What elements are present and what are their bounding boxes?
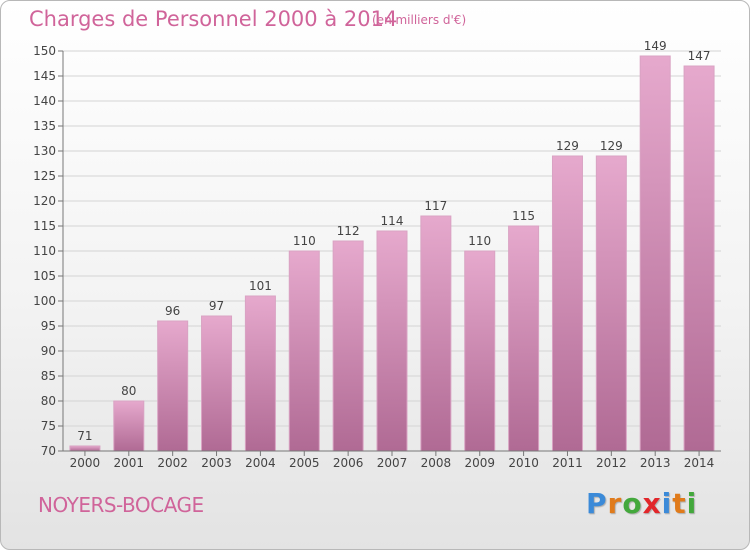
value-label-2002: 96 bbox=[165, 304, 180, 318]
y-tick-label: 115 bbox=[33, 219, 56, 233]
y-tick-label: 150 bbox=[33, 44, 56, 58]
y-tick-label: 80 bbox=[41, 394, 56, 408]
value-label-2011: 129 bbox=[556, 139, 579, 153]
y-tick-label: 140 bbox=[33, 94, 56, 108]
x-tick-label-2014: 2014 bbox=[684, 456, 715, 470]
x-tick-label-2010: 2010 bbox=[508, 456, 539, 470]
x-tick-label-2009: 2009 bbox=[464, 456, 495, 470]
bar-2013 bbox=[639, 55, 671, 452]
value-label-2001: 80 bbox=[121, 384, 136, 398]
bar-2003 bbox=[201, 315, 233, 452]
x-tick-label-2000: 2000 bbox=[70, 456, 101, 470]
value-label-2013: 149 bbox=[644, 39, 667, 53]
proxiti-logo[interactable]: Proxiti bbox=[586, 487, 697, 520]
y-tick-label: 125 bbox=[33, 169, 56, 183]
value-label-2008: 117 bbox=[424, 199, 447, 213]
y-tick-label: 90 bbox=[41, 344, 56, 358]
bar-2004 bbox=[244, 295, 276, 452]
value-label-2012: 129 bbox=[600, 139, 623, 153]
city-name: NOYERS-BOCAGE bbox=[38, 493, 204, 517]
x-tick-label-2002: 2002 bbox=[157, 456, 188, 470]
value-label-2009: 110 bbox=[468, 234, 491, 248]
y-tick-label: 110 bbox=[33, 244, 56, 258]
logo-letter: P bbox=[586, 487, 608, 520]
value-label-2014: 147 bbox=[688, 49, 711, 63]
y-tick-label: 130 bbox=[33, 144, 56, 158]
bar-2007 bbox=[376, 230, 408, 452]
bar-2009 bbox=[464, 250, 496, 452]
logo-letter: t bbox=[672, 487, 687, 520]
bar-2008 bbox=[420, 215, 452, 452]
logo-letter: i bbox=[686, 487, 698, 520]
value-label-2005: 110 bbox=[293, 234, 316, 248]
x-tick-label-2005: 2005 bbox=[289, 456, 320, 470]
x-tick-label-2003: 2003 bbox=[201, 456, 232, 470]
y-tick-label: 100 bbox=[33, 294, 56, 308]
logo-letter: o bbox=[622, 487, 643, 520]
x-tick-label-2008: 2008 bbox=[421, 456, 452, 470]
x-tick-label-2007: 2007 bbox=[377, 456, 408, 470]
logo-letter: x bbox=[642, 487, 662, 520]
bar-2002 bbox=[157, 320, 189, 452]
value-label-2010: 115 bbox=[512, 209, 535, 223]
x-tick-label-2013: 2013 bbox=[640, 456, 671, 470]
bar-2006 bbox=[332, 240, 364, 452]
y-tick-label: 70 bbox=[41, 444, 56, 458]
bar-2010 bbox=[508, 225, 540, 452]
bar-2000 bbox=[69, 445, 101, 452]
x-tick-label-2012: 2012 bbox=[596, 456, 627, 470]
y-tick-label: 135 bbox=[33, 119, 56, 133]
y-tick-label: 75 bbox=[41, 419, 56, 433]
bar-2012 bbox=[595, 155, 627, 452]
x-tick-label-2004: 2004 bbox=[245, 456, 276, 470]
x-tick-label-2006: 2006 bbox=[333, 456, 364, 470]
y-tick-label: 95 bbox=[41, 319, 56, 333]
logo-letter: i bbox=[661, 487, 673, 520]
y-tick-label: 145 bbox=[33, 69, 56, 83]
chart-subtitle: (en milliers d'€) bbox=[372, 13, 467, 27]
value-label-2006: 112 bbox=[337, 224, 360, 238]
value-label-2004: 101 bbox=[249, 279, 272, 293]
value-label-2007: 114 bbox=[381, 214, 404, 228]
bar-2011 bbox=[551, 155, 583, 452]
y-tick-label: 120 bbox=[33, 194, 56, 208]
value-label-2000: 71 bbox=[77, 429, 92, 443]
x-tick-label-2011: 2011 bbox=[552, 456, 583, 470]
value-label-2003: 97 bbox=[209, 299, 224, 313]
chart-title: Charges de Personnel 2000 à 2014 bbox=[29, 7, 398, 31]
y-tick-label: 85 bbox=[41, 369, 56, 383]
y-tick-label: 105 bbox=[33, 269, 56, 283]
bar-2001 bbox=[113, 400, 145, 452]
logo-letter: r bbox=[607, 487, 623, 520]
bar-2014 bbox=[683, 65, 715, 452]
bar-2005 bbox=[288, 250, 320, 452]
x-tick-label-2001: 2001 bbox=[114, 456, 145, 470]
